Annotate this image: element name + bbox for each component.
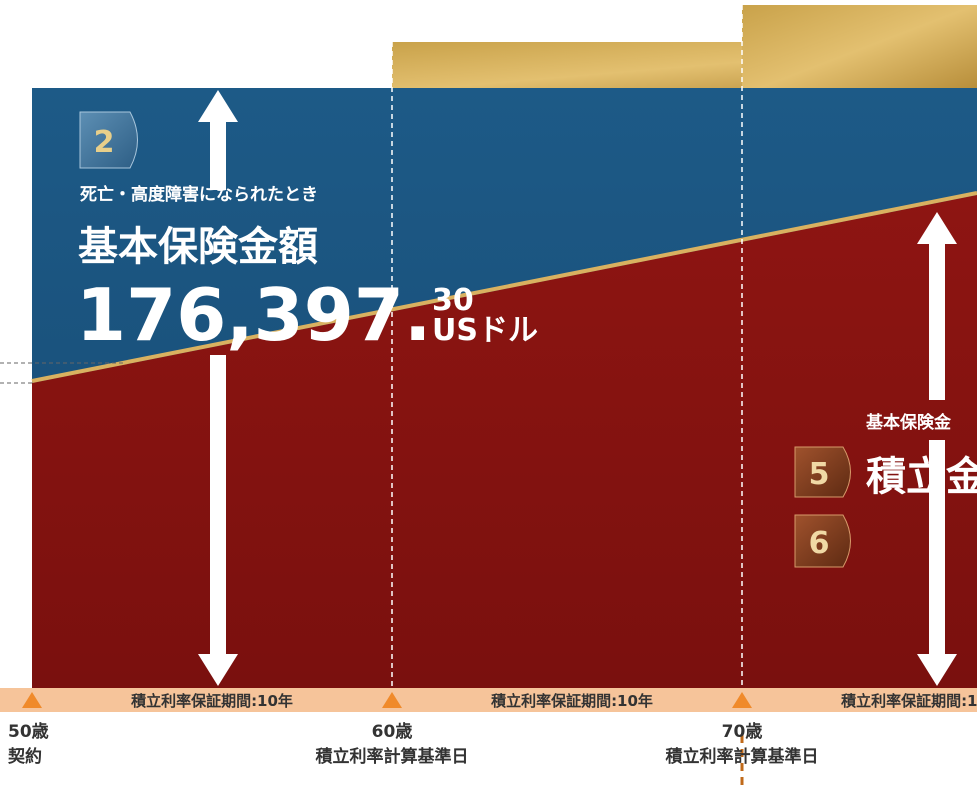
caption: 基本保険金 (865, 412, 952, 433)
milestone-label: 契約 (7, 746, 42, 767)
amount: 176,397. (76, 273, 431, 357)
milestone-age: 60歳 (372, 721, 413, 742)
heading: 基本保険金額 (78, 224, 318, 270)
badge-number: 5 (809, 457, 830, 492)
badge-number: 2 (94, 125, 115, 160)
unit: USドル (432, 313, 538, 348)
diagram: 2 死亡・高度障害になられたとき 基本保険金額 176,397. 30 USドル… (0, 0, 977, 787)
milestone-label: 積立利率計算基準日 (666, 746, 819, 767)
period-label: 積立利率保証期間:10年 (840, 692, 977, 710)
heading: 積立金 (866, 454, 977, 500)
background (0, 5, 977, 787)
caption: 死亡・高度障害になられたとき (80, 184, 318, 205)
timeline: 積立利率保証期間:10年 積立利率保証期間:10年 積立利率保証期間:10年 50歳契… (0, 688, 977, 767)
badge-number: 6 (809, 526, 830, 561)
milestone-age: 70歳 (722, 721, 763, 742)
gold-band (742, 5, 977, 95)
milestone-age: 50歳 (8, 721, 49, 742)
milestone-label: 積立利率計算基準日 (316, 746, 469, 767)
period-label: 積立利率保証期間:10年 (130, 692, 293, 710)
period-label: 積立利率保証期間:10年 (490, 692, 653, 710)
